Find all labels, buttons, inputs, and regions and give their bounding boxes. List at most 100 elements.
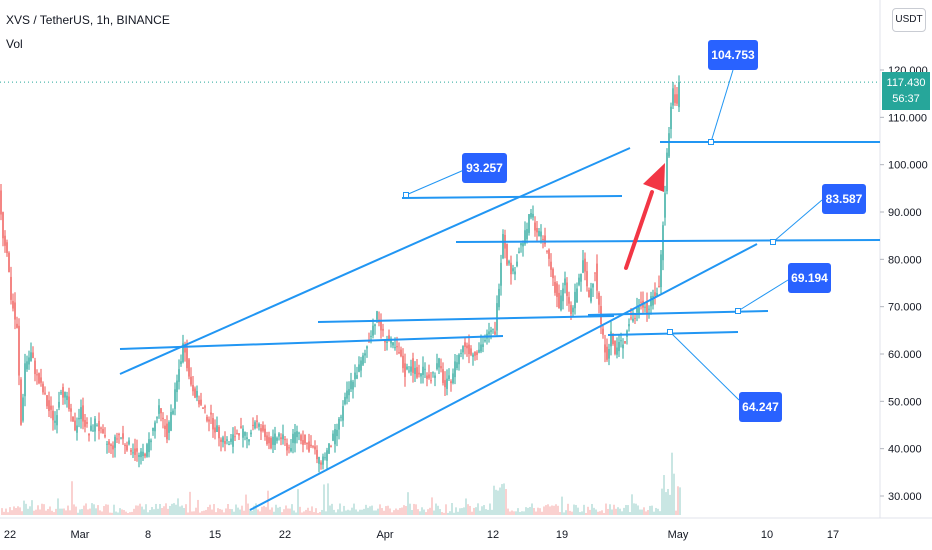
volume-bar xyxy=(341,511,343,515)
trend-line xyxy=(401,195,623,199)
volume-bar xyxy=(153,509,155,515)
candle-body xyxy=(294,432,296,444)
candle-body xyxy=(366,346,368,349)
candle-body xyxy=(58,401,60,408)
volume-bar xyxy=(487,509,489,515)
candle-body xyxy=(652,295,654,306)
last-price-tag: 117.430 56:37 xyxy=(882,72,930,110)
candle-body xyxy=(458,354,460,365)
candle-body xyxy=(664,193,666,218)
candle-body xyxy=(226,439,228,441)
volume-bar xyxy=(121,509,123,515)
volume-bar xyxy=(663,475,665,515)
callout-64-247[interactable]: 64.247 xyxy=(739,392,782,422)
volume-bar xyxy=(505,489,507,515)
candle-body xyxy=(16,323,18,328)
volume-bar xyxy=(413,503,415,515)
volume-bar xyxy=(3,511,5,515)
volume-bar xyxy=(357,511,359,515)
volume-bar xyxy=(443,512,445,515)
volume-bar xyxy=(99,510,101,515)
volume-bar xyxy=(227,503,229,515)
volume-bar xyxy=(305,509,307,515)
volume-bar xyxy=(599,511,601,515)
candle-body xyxy=(32,352,34,358)
volume-bar xyxy=(517,508,519,515)
candle-body xyxy=(164,425,166,430)
candle-body xyxy=(104,434,106,437)
volume-bar xyxy=(113,504,115,515)
candle-body xyxy=(20,379,22,425)
candle-body xyxy=(492,328,494,330)
candle-body xyxy=(506,243,508,265)
volume-bar xyxy=(193,511,195,515)
candle-body xyxy=(416,367,418,378)
candle-body xyxy=(266,435,268,445)
volume-bar xyxy=(269,509,271,515)
volume-bar xyxy=(647,510,649,515)
callout-anchor xyxy=(403,192,409,198)
candle-body xyxy=(180,361,182,365)
callout-83-587[interactable]: 83.587 xyxy=(822,184,866,214)
volume-bar xyxy=(419,511,421,515)
candle-body xyxy=(316,449,318,460)
currency-button[interactable]: USDT xyxy=(892,8,926,32)
volume-bar xyxy=(299,506,301,515)
candle-body xyxy=(666,152,668,192)
volume-bar xyxy=(549,506,551,515)
volume-bar xyxy=(241,505,243,515)
candle-body xyxy=(242,428,244,438)
callout-93-257[interactable]: 93.257 xyxy=(462,153,507,183)
volume-bar xyxy=(661,488,663,515)
volume-bar xyxy=(279,506,281,515)
candle-body xyxy=(388,335,390,342)
candle-body xyxy=(126,445,128,451)
volume-bar xyxy=(55,508,57,515)
candle-body xyxy=(594,272,596,274)
candle-body xyxy=(290,448,292,452)
volume-bar xyxy=(473,507,475,515)
volume-bar xyxy=(497,490,499,515)
volume-bar xyxy=(231,509,233,515)
volume-bar xyxy=(331,503,333,515)
candle-body xyxy=(526,228,528,240)
volume-bar xyxy=(425,512,427,515)
candle-body xyxy=(108,441,110,445)
callout-connector xyxy=(405,169,465,196)
candle-body xyxy=(230,438,232,442)
candle-body xyxy=(420,373,422,377)
candle-body xyxy=(658,285,660,287)
callout-104-753[interactable]: 104.753 xyxy=(708,40,758,70)
candle-body xyxy=(302,440,304,445)
candle-body xyxy=(36,374,38,376)
candle-body xyxy=(304,434,306,444)
candle-body xyxy=(632,318,634,322)
candle-body xyxy=(118,434,120,436)
volume-bar xyxy=(477,503,479,515)
volume-bar xyxy=(119,508,121,515)
volume-bar xyxy=(551,505,553,515)
volume-bar xyxy=(671,452,673,515)
candle-body xyxy=(24,363,26,397)
volume-bar xyxy=(607,508,609,515)
volume-bar xyxy=(565,510,567,515)
volume-bar xyxy=(465,498,467,515)
candle-body xyxy=(322,456,324,465)
candle-body xyxy=(456,362,458,369)
volume-bar xyxy=(39,509,41,515)
x-tick-label: 17 xyxy=(827,529,839,541)
candle-body xyxy=(146,444,148,457)
volume-bar xyxy=(375,510,377,515)
volume-bar xyxy=(107,504,109,515)
candle-body xyxy=(272,436,274,445)
volume-bar xyxy=(63,508,65,515)
volume-bar xyxy=(365,504,367,515)
y-tick-label: 60.000 xyxy=(888,349,922,361)
callout-connector xyxy=(669,331,740,401)
candle-body xyxy=(18,325,20,376)
volume-bar xyxy=(449,511,451,515)
callout-69-194[interactable]: 69.194 xyxy=(788,263,831,293)
candle-body xyxy=(670,106,672,130)
volume-bar xyxy=(531,503,533,515)
